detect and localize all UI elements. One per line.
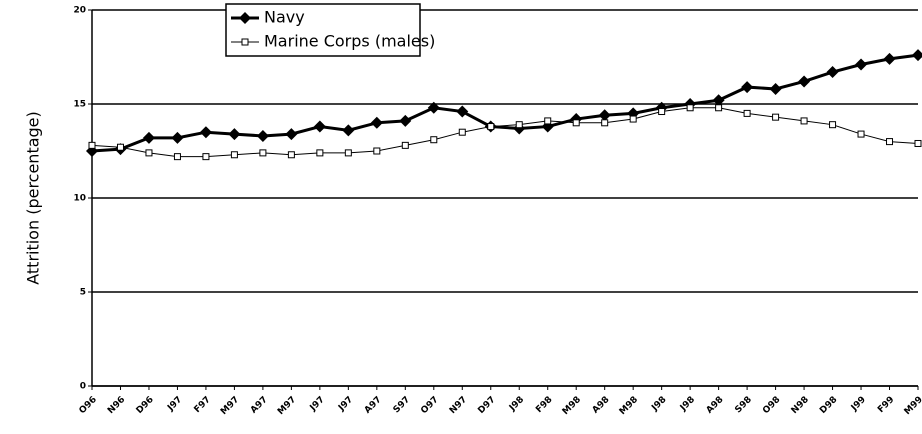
- point: [202, 153, 210, 161]
- point: [769, 82, 782, 95]
- y-axis-label: Attrition (percentage): [24, 111, 43, 285]
- x-tick-label: F98: [534, 395, 554, 415]
- point: [912, 49, 922, 62]
- x-tick-label: A98: [591, 395, 612, 416]
- series-line: [91, 107, 919, 158]
- point: [370, 116, 383, 129]
- point: [199, 126, 212, 139]
- point: [427, 101, 440, 114]
- x-tick-label: N98: [790, 395, 811, 416]
- point: [230, 151, 238, 159]
- x-tick-label: J99: [849, 395, 868, 414]
- x-tick-label: J98: [678, 395, 697, 414]
- point: [658, 108, 666, 116]
- point: [313, 120, 326, 133]
- point: [458, 128, 466, 136]
- y-tick-label: 15: [73, 100, 86, 110]
- x-tick-label: O96: [78, 395, 99, 416]
- x-tick-label: A97: [363, 395, 384, 416]
- x-tick-label: A97: [249, 395, 270, 416]
- point: [544, 117, 552, 125]
- x-tick-label: A98: [705, 395, 726, 416]
- point: [798, 75, 811, 88]
- point: [145, 149, 153, 157]
- point: [855, 58, 868, 71]
- legend-label: Marine Corps (males): [264, 32, 435, 51]
- legend-label: Navy: [264, 8, 305, 27]
- point: [373, 147, 381, 155]
- point: [883, 52, 896, 65]
- point: [456, 105, 469, 118]
- point: [88, 141, 96, 149]
- legend-box: [225, 3, 421, 57]
- x-tick-label: O97: [419, 395, 440, 416]
- point: [743, 109, 751, 117]
- x-tick-label: F99: [876, 395, 896, 415]
- point: [741, 81, 754, 94]
- x-tick-label: S98: [733, 395, 754, 416]
- point: [259, 149, 267, 157]
- y-tick-label: 20: [73, 6, 86, 16]
- x-tick-label: O98: [761, 395, 782, 416]
- x-tick-label: N96: [106, 395, 127, 416]
- x-tick-label: J98: [507, 395, 526, 414]
- legend-marker: [239, 12, 251, 24]
- point: [712, 94, 725, 107]
- point: [914, 139, 922, 147]
- y-tick-label: 5: [80, 288, 86, 298]
- point: [886, 138, 894, 146]
- point: [116, 143, 124, 151]
- x-tick-label: J97: [165, 395, 184, 414]
- x-tick-label: N97: [448, 395, 469, 416]
- point: [515, 121, 523, 129]
- point: [772, 113, 780, 121]
- point: [715, 104, 723, 112]
- x-tick-label: J97: [336, 395, 355, 414]
- point: [857, 130, 865, 138]
- point: [399, 114, 412, 127]
- point: [287, 151, 295, 159]
- point: [826, 66, 839, 79]
- point: [142, 131, 155, 144]
- point: [401, 141, 409, 149]
- point: [629, 115, 637, 123]
- x-tick-label: D98: [818, 395, 839, 416]
- x-tick-label: S97: [392, 395, 413, 416]
- x-tick-label: J97: [308, 395, 327, 414]
- series-line: [91, 53, 919, 153]
- point: [601, 119, 609, 127]
- y-tick-label: 10: [73, 194, 86, 204]
- point: [686, 104, 694, 112]
- x-tick-label: M98: [618, 395, 640, 417]
- x-tick-label: M97: [219, 395, 241, 417]
- point: [572, 119, 580, 127]
- point: [342, 124, 355, 137]
- x-tick-label: M98: [561, 395, 583, 417]
- x-tick-label: M99: [903, 395, 922, 417]
- point: [598, 109, 611, 122]
- point: [256, 129, 269, 142]
- point: [829, 121, 837, 129]
- point: [430, 136, 438, 144]
- point: [800, 117, 808, 125]
- point: [171, 131, 184, 144]
- point: [487, 123, 495, 131]
- point: [316, 149, 324, 157]
- point: [285, 128, 298, 141]
- x-tick-label: D97: [476, 395, 497, 416]
- x-tick-label: D96: [135, 395, 156, 416]
- x-tick-label: F97: [193, 395, 213, 415]
- x-tick-label: J98: [650, 395, 669, 414]
- point: [228, 128, 241, 141]
- y-tick-label: 0: [80, 382, 86, 392]
- x-tick-label: M97: [276, 395, 298, 417]
- point: [173, 153, 181, 161]
- legend-marker: [241, 38, 249, 46]
- point: [344, 149, 352, 157]
